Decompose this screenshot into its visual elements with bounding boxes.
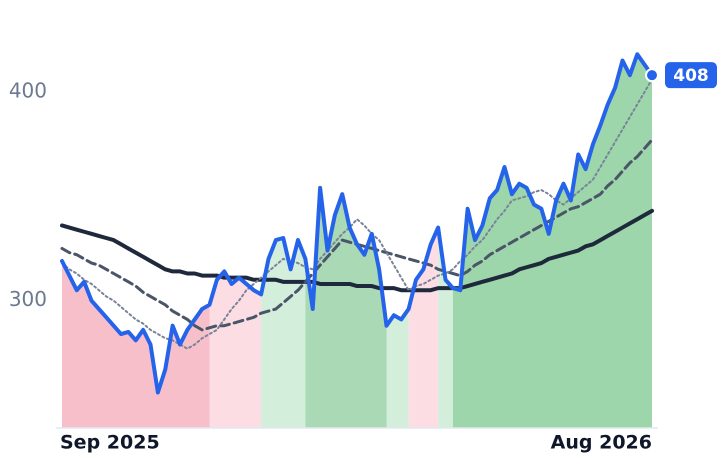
series-line	[60, 52, 654, 395]
series-line	[61, 78, 653, 350]
last-point	[645, 68, 659, 83]
value-label: 408	[673, 66, 709, 86]
y-tick-label: 400	[9, 78, 47, 102]
x-tick-label: Aug 2026	[551, 432, 652, 454]
region-area	[261, 238, 306, 428]
region-area	[209, 271, 262, 428]
x-tick-label: Sep 2025	[60, 432, 160, 454]
region-area	[386, 308, 409, 428]
region-area	[452, 54, 652, 428]
value-pill	[665, 62, 717, 89]
region-area	[408, 227, 439, 428]
region-area	[62, 260, 210, 428]
region-area	[438, 227, 453, 428]
series-line	[60, 208, 654, 293]
y-tick-label: 300	[9, 287, 47, 311]
